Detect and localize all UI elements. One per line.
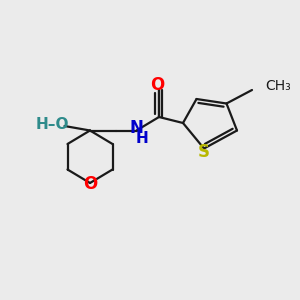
Text: O: O [83, 175, 97, 193]
Text: N: N [130, 119, 143, 137]
Text: H: H [136, 130, 148, 146]
Text: S: S [198, 143, 210, 161]
Text: H–O: H–O [36, 117, 69, 132]
Text: O: O [150, 76, 165, 94]
Text: CH₃: CH₃ [266, 79, 291, 92]
